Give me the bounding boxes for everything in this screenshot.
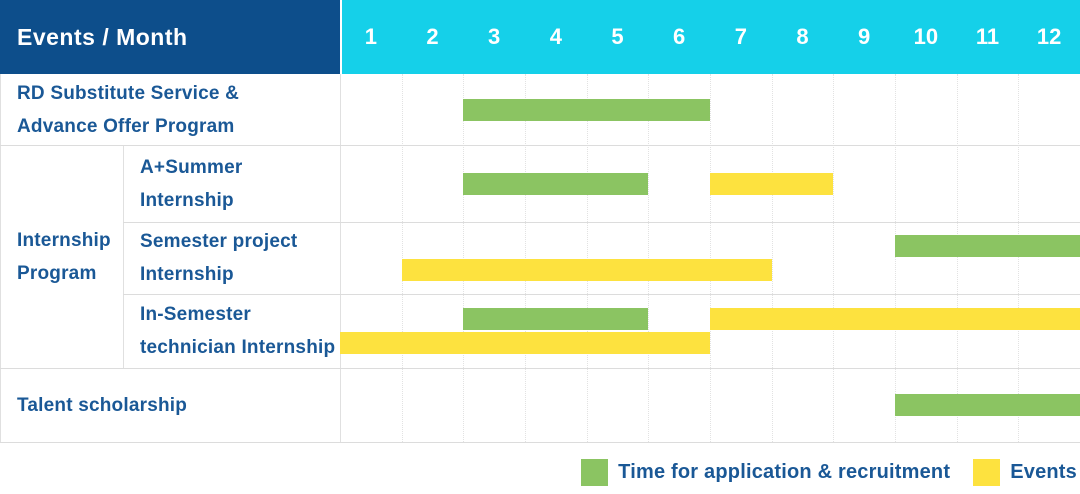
month-gridline: [463, 74, 465, 442]
month-label-12: 12: [1036, 24, 1062, 49]
legend: Time for application & recruitment Events: [581, 455, 1077, 489]
group-sublabel-divider: [123, 145, 124, 368]
month-label-6: 6: [673, 24, 686, 49]
row-label-4: In-Semester technician Internship: [140, 304, 336, 358]
row-label-1: RD Substitute Service & Advance Offer Pr…: [17, 82, 240, 137]
legend-label-events: Events: [1010, 460, 1077, 483]
row-divider: [0, 145, 1080, 146]
month-gridline: [710, 74, 711, 442]
month-label-5: 5: [611, 24, 624, 49]
gantt-bar-application: [463, 172, 649, 195]
legend-item-events: Events: [973, 458, 1077, 486]
month-label-8: 8: [796, 24, 809, 49]
month-gridline: [525, 74, 526, 442]
month-label-4: 4: [549, 24, 562, 49]
gantt-bar-application: [463, 308, 649, 330]
table-left-border: [0, 74, 1, 442]
gantt-bar-events: [340, 332, 710, 354]
month-label-10: 10: [913, 24, 939, 49]
row-divider: [0, 442, 1080, 443]
month-label-3: 3: [488, 24, 501, 49]
legend-label-application: Time for application & recruitment: [618, 460, 951, 483]
header-title: Events / Month: [17, 23, 188, 50]
row-label-2: A+Summer Internship: [140, 156, 243, 211]
legend-swatch-events: [973, 458, 1001, 486]
row-divider: [123, 294, 1080, 295]
month-label-1: 1: [364, 24, 377, 49]
month-label-7: 7: [734, 24, 747, 49]
month-gridline: [956, 74, 958, 442]
legend-swatch-application: [581, 458, 609, 486]
row-label-5: Talent scholarship: [17, 394, 188, 416]
legend-item-application: Time for application & recruitment: [581, 458, 951, 486]
row-label-3: Semester project Internship: [140, 231, 298, 285]
month-gridline: [895, 74, 896, 442]
gantt-bar-events: [401, 259, 772, 281]
gantt-bar-events: [710, 308, 1080, 330]
month-gridline: [833, 74, 835, 442]
month-gridline: [401, 74, 403, 442]
gantt-bar-application: [895, 394, 1080, 416]
month-gridline: [771, 74, 773, 442]
gantt-bar-events: [710, 172, 834, 195]
month-label-2: 2: [426, 24, 439, 49]
month-gridline: [648, 74, 650, 442]
month-label-11: 11: [975, 24, 1000, 49]
row-divider: [0, 368, 1080, 369]
month-header-row: 1 2 3 4 5 6 7 8 9 10 11 12: [340, 0, 1080, 74]
month-gridline: [586, 74, 588, 442]
month-gridline: [1018, 74, 1020, 442]
gantt-bar-application: [895, 235, 1080, 257]
header-events-month-cell: Events / Month: [0, 0, 340, 74]
month-label-9: 9: [858, 24, 871, 49]
row-divider: [123, 222, 1080, 223]
group-label-internship-program: Internship Program: [17, 229, 111, 284]
label-chart-divider: [340, 74, 341, 442]
gantt-bar-application: [463, 98, 710, 121]
